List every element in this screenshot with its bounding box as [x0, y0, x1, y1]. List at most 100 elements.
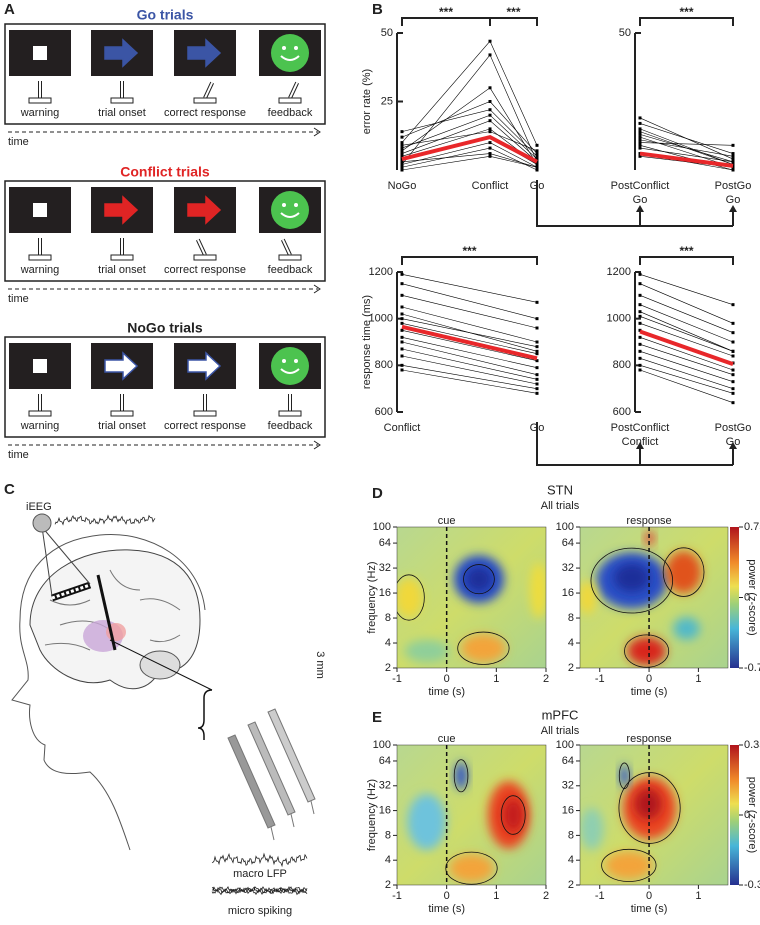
subject-line: [401, 348, 538, 380]
subject-point: [400, 317, 404, 321]
subject-point: [731, 157, 735, 161]
warning-square: [33, 359, 47, 373]
subject-point: [488, 108, 492, 112]
y-tick-label: 800: [375, 359, 393, 371]
subject-point: [535, 345, 539, 349]
subject-point: [535, 163, 539, 167]
heatmap-blob: [673, 617, 700, 640]
panel-label: D: [372, 485, 383, 502]
subject-point: [535, 340, 539, 344]
microwire-tip: [270, 826, 275, 841]
subject-point: [488, 146, 492, 150]
subject-line: [639, 344, 734, 375]
subject-point: [535, 165, 539, 169]
colorbar-tick-label: 0: [744, 809, 750, 821]
subject-point: [400, 312, 404, 316]
subject-line: [639, 304, 734, 343]
joystick-base: [110, 254, 134, 261]
smiley: [271, 347, 309, 385]
subject-point: [400, 340, 404, 344]
colorbar-tick-label: 0: [744, 591, 750, 603]
electrode: [96, 574, 117, 651]
trial-title: NoGo trials: [127, 320, 203, 336]
y-tick-label: 1200: [607, 266, 631, 278]
y-tick-label: 1000: [607, 313, 631, 325]
subject-point: [638, 321, 642, 325]
subject-point: [731, 391, 735, 395]
eye: [294, 359, 298, 363]
arrow: [104, 195, 139, 225]
contour: [500, 795, 526, 835]
connector: [536, 422, 734, 466]
subject-line: [639, 147, 734, 163]
colorbar-tick-label: -0.75: [744, 662, 760, 674]
subject-line: [401, 337, 538, 368]
heatmap-blob: [627, 636, 666, 666]
subject-point: [638, 282, 642, 286]
heatmap-blob: [502, 798, 524, 832]
mean-line: [639, 329, 734, 367]
arrowhead: [313, 440, 321, 450]
heatmap: [397, 745, 546, 885]
y-tick-label: 8: [568, 829, 574, 841]
arrow: [104, 351, 139, 381]
subject-point: [731, 143, 735, 147]
contour: [463, 564, 495, 595]
colorbar-tick-label: 0.75: [744, 521, 760, 533]
subject-point: [731, 160, 735, 164]
step-label: warning: [20, 107, 60, 119]
y-tick-label: 16: [562, 587, 574, 599]
spiking-label: micro spiking: [228, 905, 292, 917]
eye: [294, 46, 298, 50]
subject-line: [639, 145, 734, 171]
trial-title: Conflict trials: [120, 164, 210, 180]
joystick-base: [278, 254, 302, 261]
heatmap-blob: [455, 761, 468, 790]
x-tick-label: -1: [595, 890, 605, 902]
joystick: [196, 239, 206, 256]
subject-point: [400, 354, 404, 358]
sulcus: [109, 569, 141, 591]
subject-line: [639, 337, 734, 371]
trial-box: [4, 23, 326, 125]
x-tick-label: NoGo: [388, 180, 417, 192]
x-tick-label: 2: [543, 890, 549, 902]
contour: [453, 759, 469, 793]
subject-point: [731, 380, 735, 384]
x-tick-label: Conflict: [384, 422, 421, 434]
x-tick-label: 0: [646, 890, 652, 902]
brace: [197, 689, 213, 740]
subject-line: [401, 365, 538, 389]
subject-line: [639, 283, 734, 324]
subject-line: [639, 128, 734, 165]
subject-line: [401, 341, 538, 375]
heatmap-blob: [465, 566, 493, 592]
subject-point: [535, 366, 539, 370]
subject-point: [400, 141, 404, 145]
colorbar-label: power (z-score): [746, 559, 758, 635]
contour: [624, 634, 670, 668]
y-tick-label: 100: [556, 521, 574, 533]
joystick-base: [110, 97, 134, 104]
subject-point: [488, 100, 492, 103]
sulcus: [149, 634, 181, 643]
significance-bracket: [401, 256, 538, 265]
subject-point: [731, 152, 735, 156]
subject-point: [731, 303, 735, 307]
subject-line: [401, 323, 538, 354]
x-tick-label: 1: [493, 673, 499, 685]
joystick-base: [278, 410, 302, 417]
contour: [397, 574, 425, 621]
subject-point: [731, 331, 735, 335]
y-tick-label: 100: [373, 521, 391, 533]
y-tick-label: 8: [568, 612, 574, 624]
subject-point: [535, 326, 539, 330]
step-label: trial onset: [98, 264, 146, 276]
subject-point: [488, 119, 492, 123]
x-tick-label: -1: [392, 890, 402, 902]
arrowhead: [313, 127, 321, 137]
x-tick-label: PostConflict Conflict: [611, 422, 670, 448]
subject-point: [400, 293, 404, 297]
joystick-base: [193, 97, 217, 104]
panel-subtitle: All trials: [541, 725, 580, 737]
